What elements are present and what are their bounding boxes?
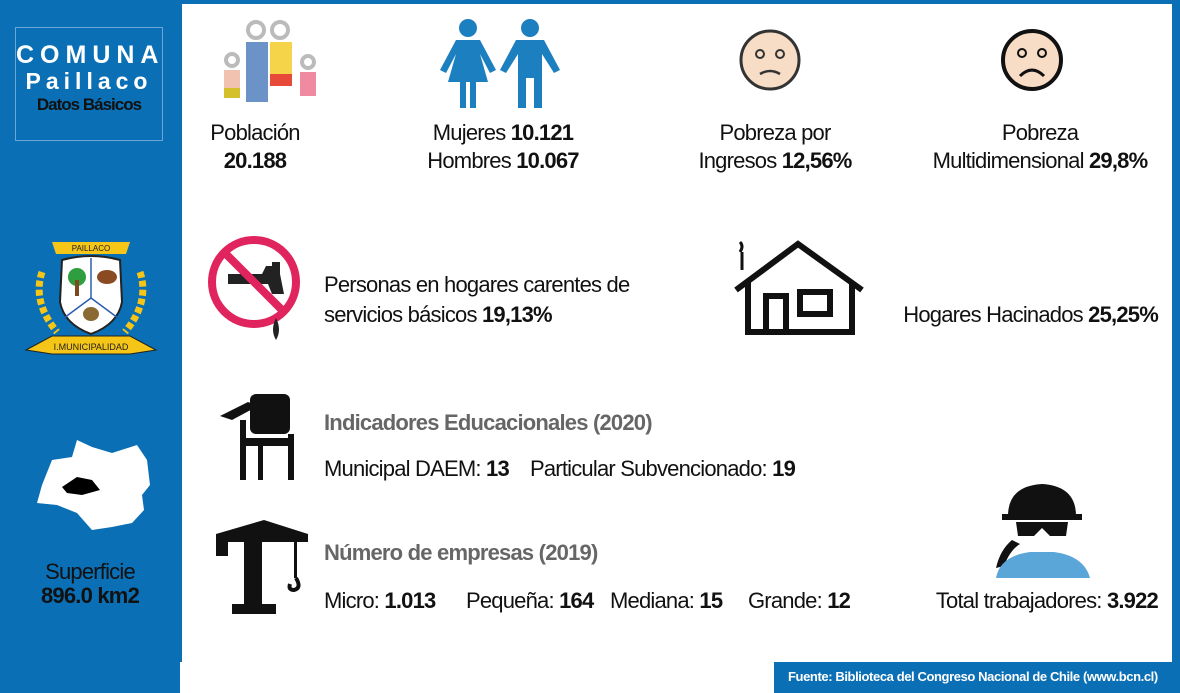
family-icon [224, 20, 316, 102]
crest-text-top: PAILLACO [72, 244, 111, 253]
women-label: Mujeres [432, 120, 506, 145]
women-value: 10.121 [510, 120, 574, 145]
municipal-value: 13 [486, 456, 510, 481]
woman-man-icon [440, 19, 560, 108]
basic-services-label-2: servicios básicos [324, 302, 477, 327]
education-title: Indicadores Educacionales (2020) [324, 410, 653, 435]
small-label: Pequeña: [466, 588, 555, 613]
title-comuna: COMUNA [16, 41, 165, 69]
crane-icon [216, 520, 308, 614]
multi-poverty-value: 29,8% [1088, 148, 1148, 173]
workers-label: Total trabajadores: [935, 588, 1103, 613]
sidebar: COMUNA Paillaco Datos Básicos PAILLACO I… [0, 0, 180, 693]
house-icon [734, 240, 864, 335]
title-commune-name: Paillaco [25, 68, 153, 94]
school-desk-icon [220, 394, 294, 480]
municipal-label: Municipal DAEM: [324, 456, 482, 481]
source-footer: Fuente: Biblioteca del Congreso Nacional… [788, 669, 1158, 684]
medium-value: 15 [699, 588, 723, 613]
medium-label: Mediana: [610, 588, 695, 613]
subsidized-label: Particular Subvencionado: [530, 456, 768, 481]
bottom-spacer [180, 662, 774, 693]
population-value: 20.188 [223, 148, 287, 173]
title-box: COMUNA Paillaco Datos Básicos [15, 27, 163, 141]
large-label: Grande: [748, 588, 823, 613]
no-water-tap-icon [208, 236, 300, 340]
overcrowding-label: Hogares Hacinados [903, 302, 1083, 327]
men-value: 10.067 [516, 148, 579, 173]
crest-text-bottom: I.MUNICIPALIDAD [54, 342, 129, 352]
worried-face-icon [1001, 29, 1063, 91]
income-poverty-label-1: Pobreza por [719, 120, 831, 145]
micro-label: Micro: [324, 588, 380, 613]
basic-services-value: 19,13% [482, 302, 553, 327]
title-subtitle: Datos Básicos [36, 95, 142, 114]
surface-value: 896.0 km2 [41, 583, 140, 608]
men-label: Hombres [427, 148, 511, 173]
population-label: Población [210, 120, 300, 145]
micro-value: 1.013 [384, 588, 436, 613]
multi-poverty-label-1: Pobreza [1001, 120, 1079, 145]
multi-poverty-label-2: Multidimensional [932, 148, 1085, 173]
income-poverty-value: 12,56% [781, 148, 853, 173]
income-poverty-label-2: Ingresos [698, 148, 777, 173]
surface-label: Superficie [45, 559, 136, 584]
basic-services-label-1: Personas en hogares carentes de [324, 272, 630, 297]
worker-icon [996, 484, 1090, 578]
commune-map-icon [37, 440, 150, 530]
overcrowding-value: 25,25% [1088, 302, 1159, 327]
companies-title: Número de empresas (2019) [324, 540, 598, 565]
municipal-crest-icon: PAILLACO I.MUNICIPALIDAD [24, 242, 158, 355]
workers-value: 3.922 [1106, 588, 1159, 613]
large-value: 12 [827, 588, 851, 613]
subsidized-value: 19 [772, 456, 796, 481]
small-value: 164 [559, 588, 594, 613]
sad-face-icon [739, 29, 801, 91]
